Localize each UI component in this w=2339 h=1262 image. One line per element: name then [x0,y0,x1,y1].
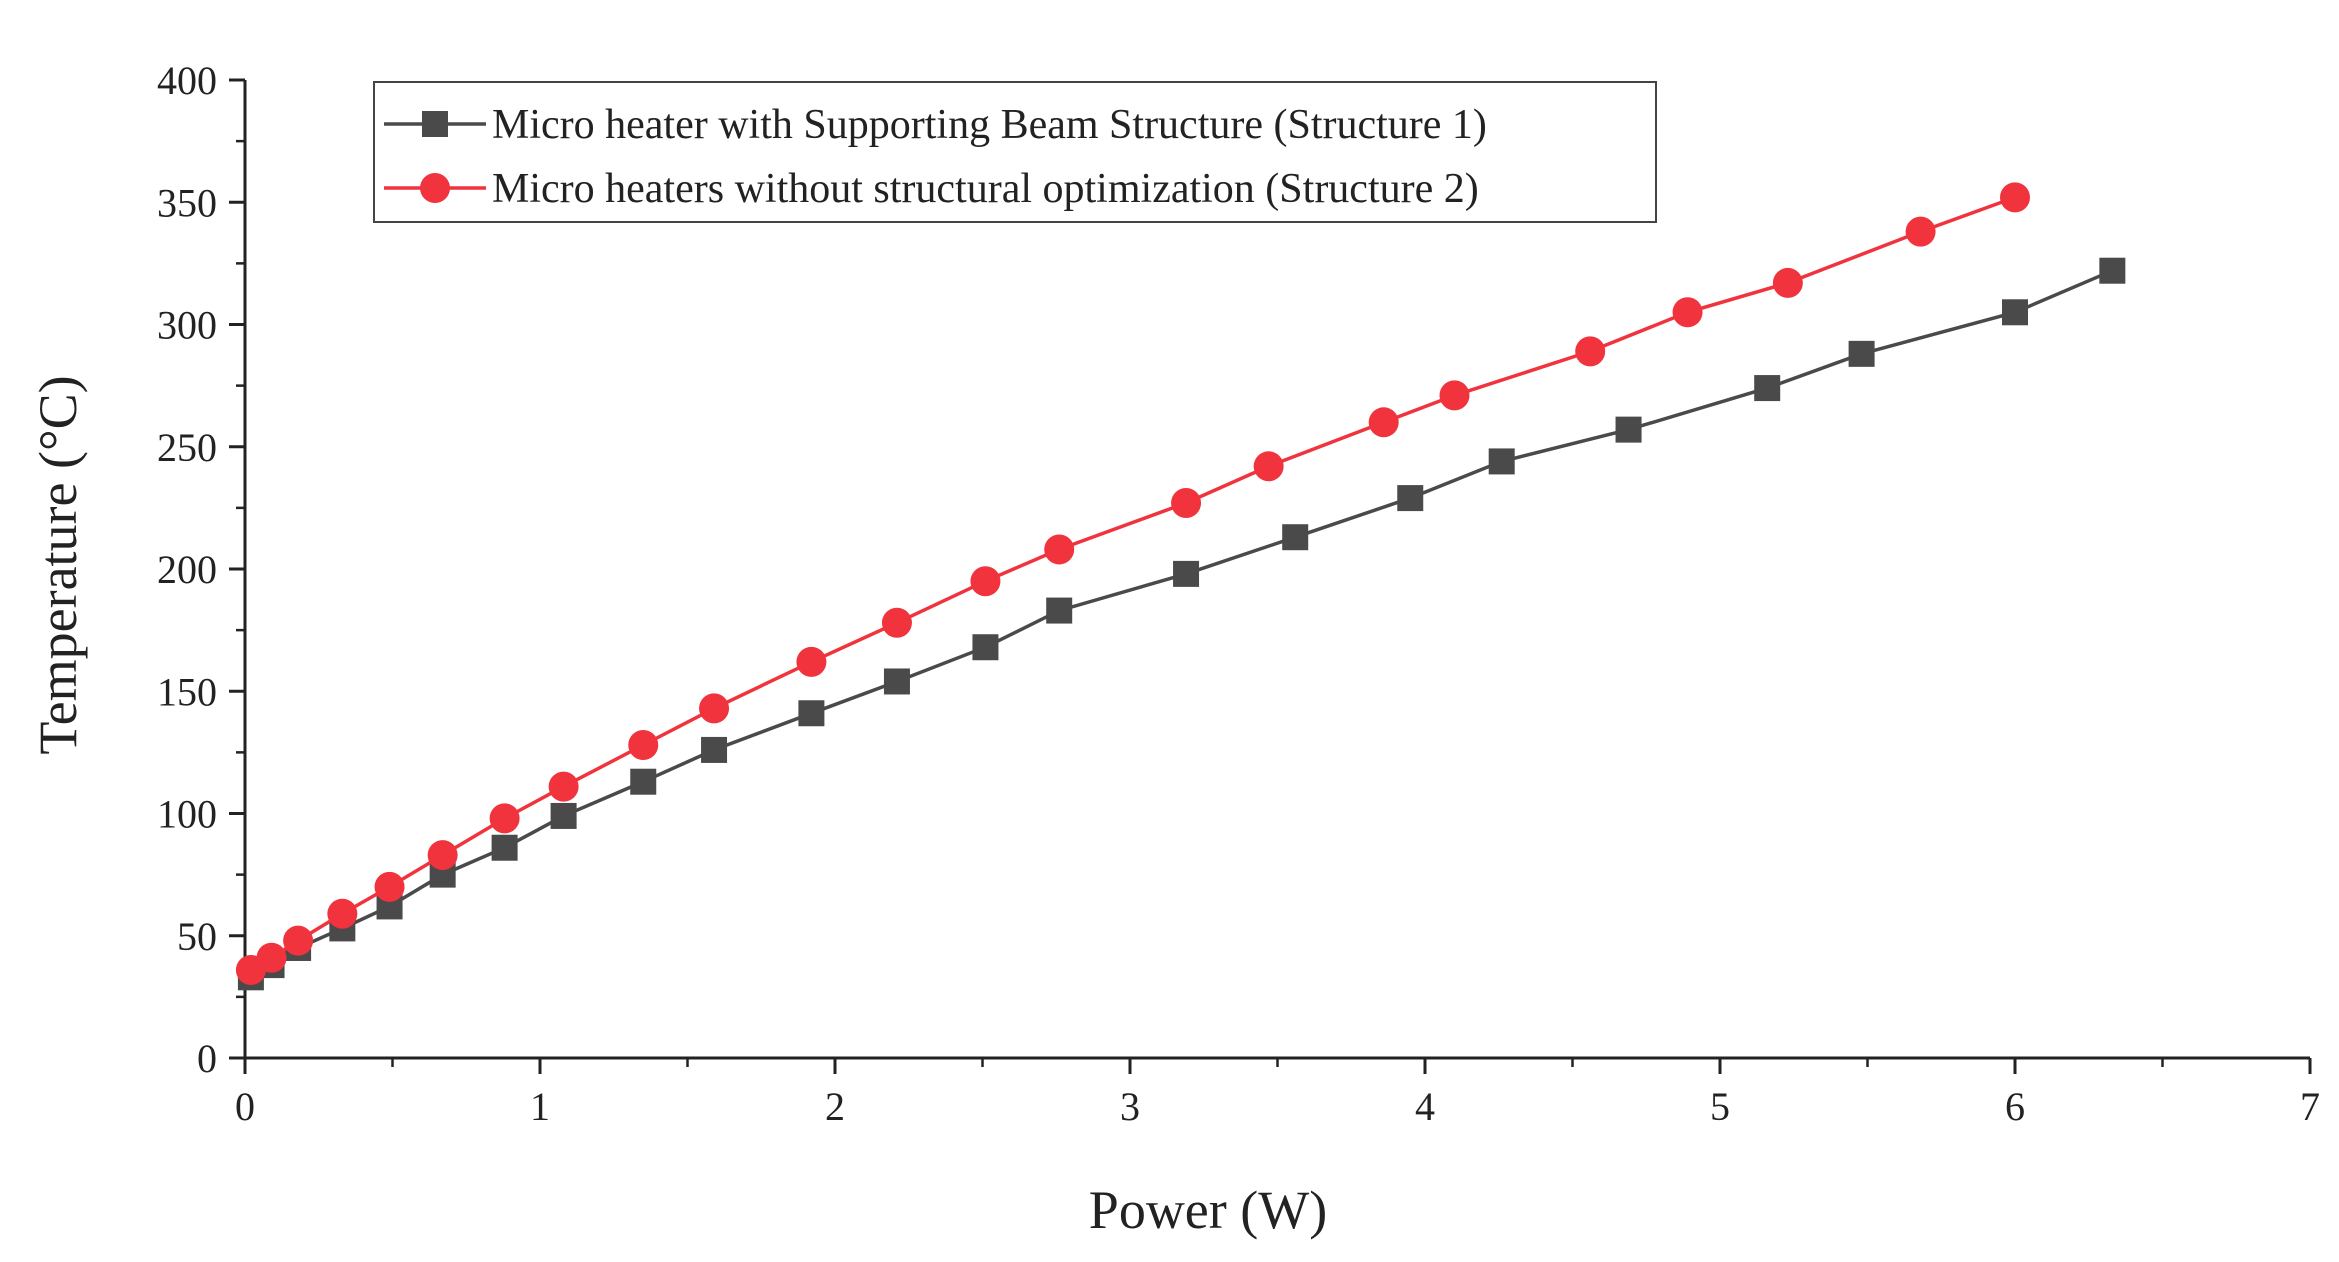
series-2-point [1672,297,1703,328]
series-1-point [1754,375,1781,402]
y-tick-label: 100 [157,792,217,837]
series-1-point [2002,299,2028,326]
legend-label-2: Micro heaters without structural optimiz… [492,166,1479,212]
series-1-point [1397,485,1424,512]
legend-label-1: Micro heater with Supporting Beam Struct… [492,102,1487,148]
legend-marker-2 [420,173,450,203]
y-tick-label: 400 [157,58,217,103]
axes: 0 1 2 3 4 5 6 7 0 50 100 150 200 250 300 350 400 [157,58,2320,1129]
series-2-point [1772,267,1803,298]
series-1-point [630,768,657,795]
series-1-point [2099,257,2126,284]
y-tick-label: 150 [157,669,217,714]
series-1-point [491,834,518,861]
series-2-point [1439,380,1470,411]
series-2-point [1575,336,1606,367]
x-tick-label: 2 [825,1084,845,1129]
series-2-point [1171,487,1202,518]
series-1-point [1282,524,1309,551]
series-2-point [881,607,912,638]
series-2-point [427,840,458,871]
series-2-point [256,942,287,973]
series-2-point [1044,534,1075,565]
series-1-point [972,634,999,661]
series-2-point [374,871,405,902]
series-2-point [1905,216,1936,247]
series-1-point [1046,597,1073,624]
legend-marker-1 [422,111,448,137]
series-1-point [1615,416,1642,443]
x-tick-label: 6 [2005,1084,2025,1129]
series-1 [237,257,2126,991]
series-2-point [548,771,579,802]
series-2-point [283,925,314,956]
series-1-point [1488,448,1515,475]
series-2-point [327,898,358,929]
series-2-point [699,693,730,724]
y-tick-label: 250 [157,425,217,470]
series-2-point [1368,407,1399,438]
series-2-point [489,803,520,834]
x-tick-label: 0 [235,1084,255,1129]
series-1-line [250,269,2113,979]
y-tick-label: 50 [177,914,217,959]
x-tick-label: 4 [1415,1084,1435,1129]
series-2-point [970,566,1001,597]
y-tick-label: 350 [157,180,217,225]
y-tick-label: 0 [197,1036,217,1081]
x-tick-label: 3 [1120,1084,1140,1129]
x-tick-label: 5 [1710,1084,1730,1129]
y-tick-label: 200 [157,547,217,592]
x-axis-title: Power (W) [1089,1180,1327,1240]
series-2-point [796,646,827,677]
y-tick-label: 300 [157,303,217,348]
series-1-point [1173,560,1200,587]
series-1-point [701,736,728,763]
series-layer [235,182,2126,991]
x-tick-label: 7 [2300,1084,2320,1129]
legend-box [373,81,1657,223]
series-2-point [1253,451,1284,482]
series-2-point [628,730,659,761]
legend: Micro heater with Supporting Beam Struct… [373,81,1657,223]
series-2 [235,182,2030,985]
x-tick-label: 1 [530,1084,550,1129]
series-2-point [2000,182,2030,213]
series-1-point [883,668,910,695]
series-1-point [1848,340,1875,367]
series-1-point [798,700,825,727]
y-axis-title: Temperature (°C) [28,375,88,754]
series-1-point [550,802,577,829]
